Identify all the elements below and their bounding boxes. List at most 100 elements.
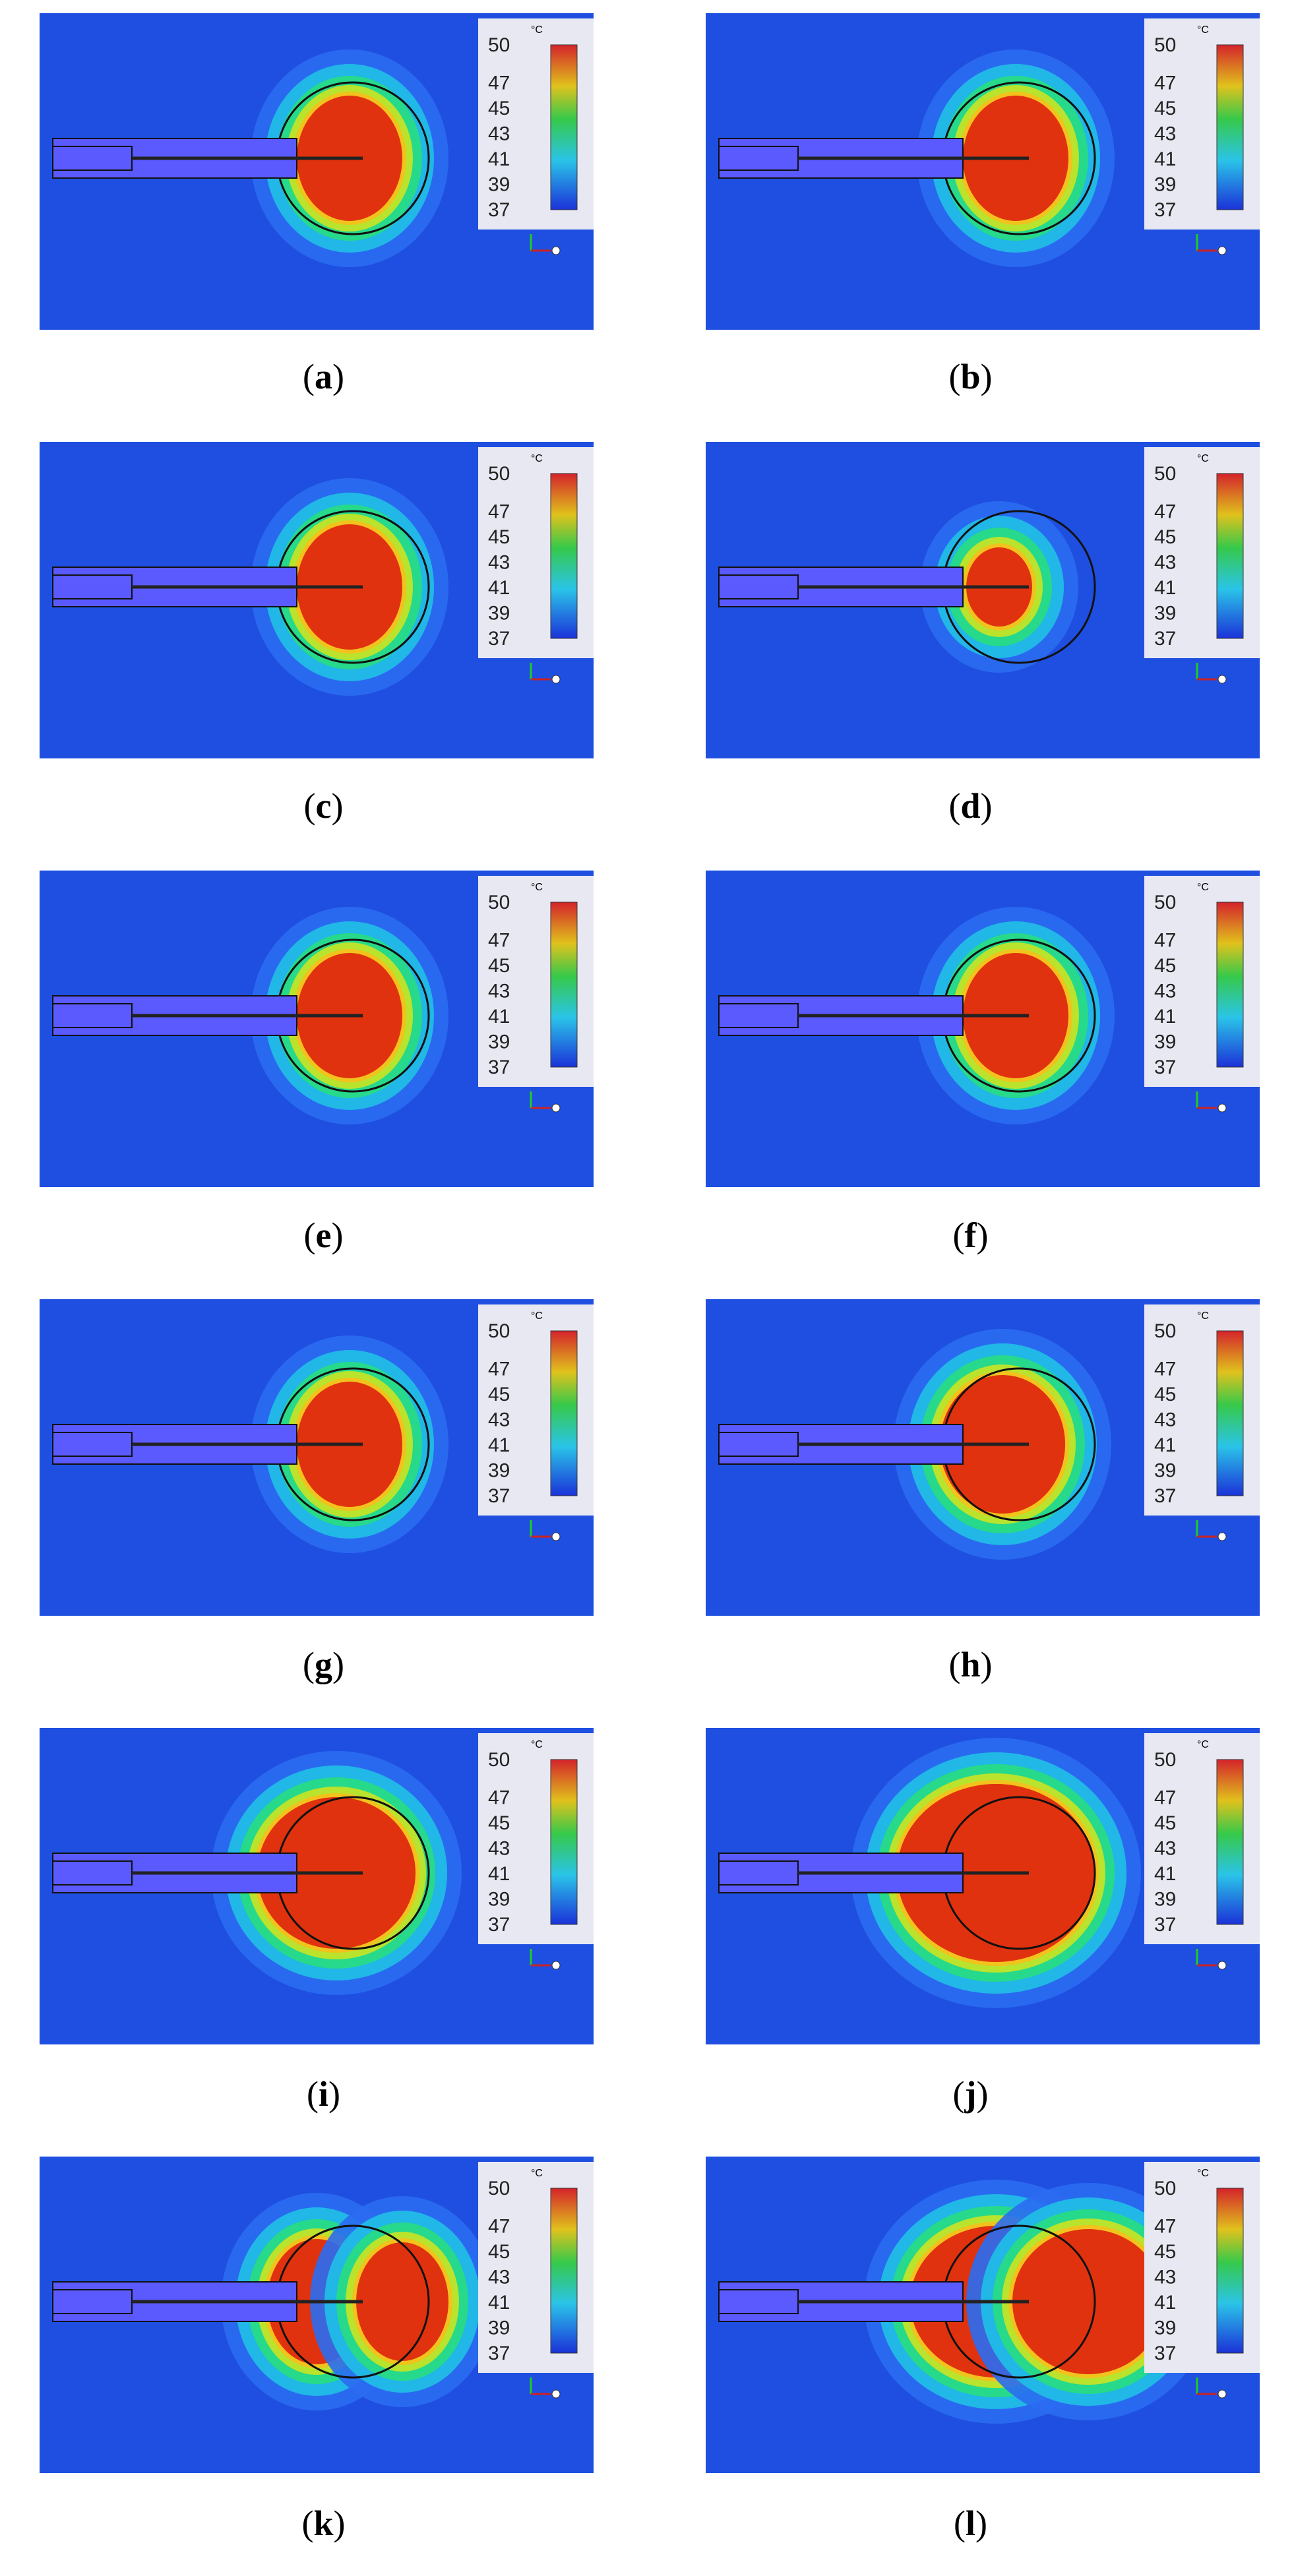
subfigure-label: (e) [303, 1215, 344, 1255]
axis-triad-icon [1196, 663, 1227, 684]
colorbar-unit: °C [531, 1739, 543, 1750]
subfigure-label: (g) [303, 1645, 344, 1684]
heat-map-svg: °C 50 47 45 43 41 39 37 [706, 442, 1260, 758]
colorbar-tick-label: 45 [1154, 2241, 1176, 2263]
colorbar-tick-label: 45 [1154, 526, 1176, 548]
colorbar-tick-label: 37 [488, 1485, 510, 1507]
heat-map-svg: °C 50 47 45 43 41 39 37 [706, 1299, 1260, 1616]
colorbar-tick-label: 39 [488, 1460, 510, 1482]
subfigure-letter: d [960, 786, 981, 826]
heat-map-svg: °C 50 47 45 43 41 39 37 [40, 1728, 594, 2044]
colorbar-tick-label: 41 [488, 2292, 510, 2314]
figure-panel-i: °C 50 47 45 43 41 39 37 (i) [0, 1717, 647, 2147]
heat-zone [356, 2242, 448, 2361]
subfigure-letter: i [318, 2074, 328, 2114]
temperature-map: °C 50 47 45 43 41 39 37 [706, 2157, 1260, 2473]
temperature-map: °C 50 47 45 43 41 39 37 [706, 871, 1260, 1187]
colorbar-tick-label: 45 [488, 526, 510, 548]
colorbar-unit: °C [531, 882, 543, 893]
colorbar-tick-label: 43 [488, 2267, 510, 2288]
colorbar-tick-label: 37 [1154, 199, 1176, 221]
subfigure-label: (b) [948, 357, 993, 396]
axis-triad-icon [530, 1091, 561, 1113]
colorbar-tick-label: 41 [488, 1434, 510, 1456]
colorbar-tick-label: 37 [488, 2343, 510, 2364]
axis-triad-icon [1196, 1091, 1227, 1113]
colorbar-tick-label: 47 [488, 73, 510, 94]
colorbar-gradient [1216, 2188, 1244, 2354]
colorbar-unit: °C [1197, 2168, 1209, 2179]
axis-triad-icon [1196, 1520, 1227, 1541]
colorbar-tick-label: 45 [488, 1384, 510, 1405]
figure-panel-h: °C 50 47 45 43 41 39 37 (h) [647, 1288, 1294, 1717]
colorbar-tick-label: 45 [488, 955, 510, 977]
colorbar-tick-label: 37 [488, 199, 510, 221]
colorbar-tick-label: 43 [488, 981, 510, 1002]
colorbar-tick-label: 39 [488, 1889, 510, 1911]
figure-panel-d: °C 50 47 45 43 41 39 37 (d) [647, 429, 1294, 859]
subfigure-label: (d) [948, 786, 993, 826]
colorbar-tick-label: 50 [1154, 34, 1176, 56]
colorbar-tick-label: 50 [1154, 1749, 1176, 1771]
colorbar-gradient [550, 44, 578, 210]
colorbar-gradient [1216, 44, 1244, 210]
colorbar-tick-label: 50 [488, 2178, 510, 2199]
heat-map-svg: °C 50 47 45 43 41 39 37 [706, 2157, 1260, 2473]
heat-map-svg: °C 50 47 45 43 41 39 37 [40, 13, 594, 330]
heat-map-svg: °C 50 47 45 43 41 39 37 [40, 442, 594, 758]
figure-panel-j: °C 50 47 45 43 41 39 37 (j) [647, 1717, 1294, 2147]
figure-panel-g: °C 50 47 45 43 41 39 37 (g) [0, 1288, 647, 1717]
colorbar-gradient [550, 902, 578, 1068]
colorbar-tick-label: 50 [1154, 463, 1176, 485]
colorbar-unit: °C [531, 453, 543, 464]
colorbar-tick-label: 43 [1154, 1409, 1176, 1431]
colorbar-tick-label: 50 [1154, 1320, 1176, 1342]
figure-panel-k: °C 50 47 45 43 41 39 37 (k) [0, 2147, 647, 2576]
figure-panel-c: °C 50 47 45 43 41 39 37 (c) [0, 429, 647, 859]
colorbar-tick-label: 45 [488, 2241, 510, 2263]
axis-triad-icon [1196, 234, 1227, 255]
colorbar-tick-label: 50 [488, 463, 510, 485]
colorbar-tick-label: 47 [488, 1359, 510, 1380]
colorbar-tick-label: 39 [1154, 1031, 1176, 1053]
axis-triad-icon [530, 663, 561, 684]
colorbar-tick-label: 39 [1154, 603, 1176, 625]
temperature-map: °C 50 47 45 43 41 39 37 [706, 1728, 1260, 2044]
figure-panel-e: °C 50 47 45 43 41 39 37 (e) [0, 859, 647, 1288]
temperature-map: °C 50 47 45 43 41 39 37 [706, 13, 1260, 330]
subfigure-letter: e [315, 1215, 332, 1255]
axis-triad-icon [1196, 1949, 1227, 1970]
colorbar-tick-label: 50 [488, 1320, 510, 1342]
colorbar-gradient [550, 473, 578, 639]
colorbar-tick-label: 47 [1154, 73, 1176, 94]
subfigure-letter: g [315, 1645, 332, 1684]
colorbar-gradient [1216, 1330, 1244, 1496]
colorbar-tick-label: 45 [1154, 1384, 1176, 1405]
colorbar-tick-label: 43 [1154, 123, 1176, 145]
colorbar-tick-label: 43 [488, 1409, 510, 1431]
colorbar-tick-label: 43 [1154, 1838, 1176, 1860]
colorbar-tick-label: 43 [1154, 981, 1176, 1002]
heat-map-svg: °C 50 47 45 43 41 39 37 [40, 2157, 594, 2473]
axis-triad-icon [530, 1949, 561, 1970]
colorbar-tick-label: 47 [1154, 2216, 1176, 2238]
temperature-map: °C 50 47 45 43 41 39 37 [706, 1299, 1260, 1616]
subfigure-letter: a [315, 357, 332, 396]
temperature-map: °C 50 47 45 43 41 39 37 [40, 871, 594, 1187]
colorbar-tick-label: 41 [488, 148, 510, 170]
colorbar-tick-label: 37 [1154, 1914, 1176, 1936]
colorbar-tick-label: 45 [488, 1812, 510, 1834]
colorbar-tick-label: 41 [1154, 148, 1176, 170]
subfigure-label: (c) [303, 786, 344, 826]
colorbar-tick-label: 45 [488, 98, 510, 119]
colorbar-tick-label: 43 [488, 1838, 510, 1860]
colorbar-tick-label: 50 [1154, 2178, 1176, 2199]
colorbar-tick-label: 47 [1154, 1787, 1176, 1809]
colorbar-tick-label: 37 [488, 628, 510, 650]
colorbar-tick-label: 43 [1154, 2267, 1176, 2288]
colorbar-unit: °C [531, 2168, 543, 2179]
figure-panel-l: °C 50 47 45 43 41 39 37 (l) [647, 2147, 1294, 2576]
colorbar-tick-label: 37 [488, 1914, 510, 1936]
colorbar-tick-label: 43 [488, 552, 510, 574]
colorbar-unit: °C [1197, 24, 1209, 36]
